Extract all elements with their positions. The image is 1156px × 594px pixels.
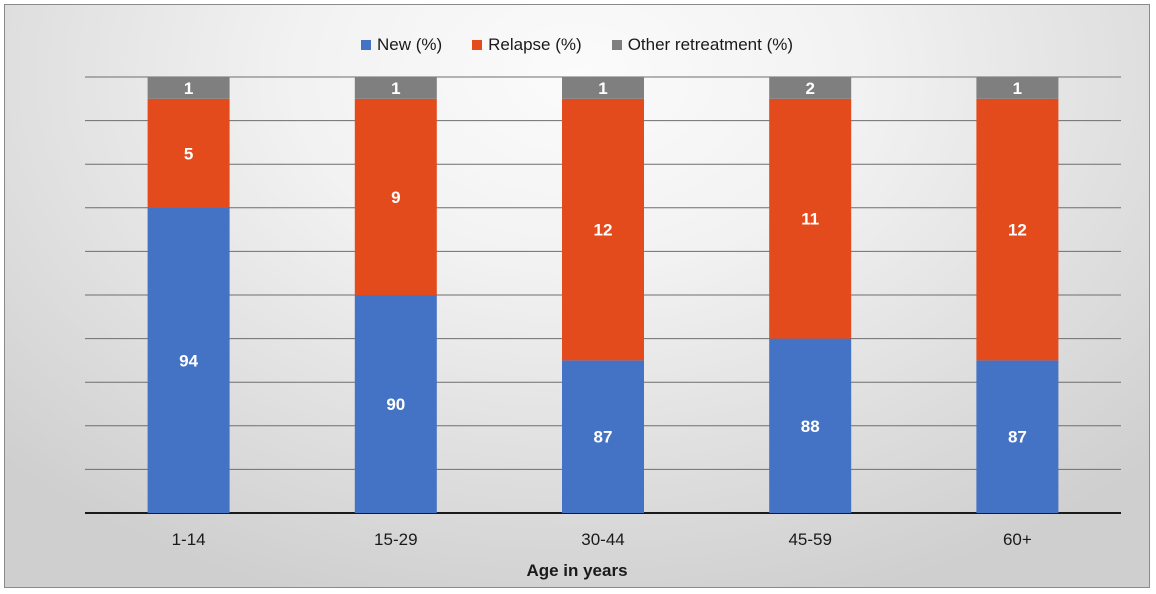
data-label: 12 <box>1008 221 1027 240</box>
data-label: 94 <box>179 351 198 370</box>
x-axis-title: Age in years <box>526 561 628 580</box>
chart-frame: New (%) Relapse (%) Other retreatment (%… <box>4 4 1150 588</box>
bar-segment <box>147 98 230 208</box>
data-label: 9 <box>391 188 400 207</box>
x-tick-label: 15-29 <box>374 530 417 549</box>
legend-swatch-new <box>360 40 371 50</box>
data-label: 1 <box>598 79 607 98</box>
bar-segment <box>354 77 437 99</box>
x-tick-label: 45-59 <box>788 530 831 549</box>
data-label: 11 <box>801 210 819 229</box>
legend-swatch-other <box>611 40 622 50</box>
legend: New (%) Relapse (%) Other retreatment (%… <box>5 35 1149 55</box>
stacked-bar-chart: 94511-14909115-298712130-448811245-59871… <box>85 76 1121 549</box>
legend-item-relapse: Relapse (%) <box>472 35 582 55</box>
x-tick-label: 60+ <box>1003 530 1032 549</box>
bar-segment <box>147 77 230 99</box>
bar-segment <box>562 98 644 361</box>
bar-segment <box>769 98 852 339</box>
bar-segment <box>354 98 437 295</box>
bar-segment <box>976 77 1059 99</box>
bar-segment <box>354 295 437 513</box>
data-label: 87 <box>594 428 613 447</box>
data-label: 1 <box>391 79 400 98</box>
legend-label-relapse: Relapse (%) <box>488 35 582 54</box>
bar-segment <box>976 98 1059 361</box>
legend-swatch-relapse <box>472 40 483 50</box>
legend-item-other: Other retreatment (%) <box>611 35 794 55</box>
x-tick-label: 1-14 <box>172 530 206 549</box>
x-tick-label: 30-44 <box>581 530 624 549</box>
bar-segment <box>769 77 852 99</box>
data-label: 2 <box>805 79 814 98</box>
bar-segment <box>562 77 644 99</box>
legend-label-other: Other retreatment (%) <box>627 35 794 54</box>
data-label: 87 <box>1008 428 1027 447</box>
bar-segment <box>769 338 852 513</box>
data-label: 5 <box>184 144 193 163</box>
bar-segment <box>147 207 230 514</box>
data-label: 88 <box>801 417 820 436</box>
legend-item-new: New (%) <box>360 35 443 55</box>
data-label: 12 <box>594 221 613 240</box>
data-label: 90 <box>386 395 405 414</box>
bar-segment <box>562 360 644 513</box>
data-label: 1 <box>184 79 193 98</box>
bar-segment <box>976 360 1059 513</box>
data-label: 1 <box>1013 79 1022 98</box>
legend-label-new: New (%) <box>376 35 443 54</box>
